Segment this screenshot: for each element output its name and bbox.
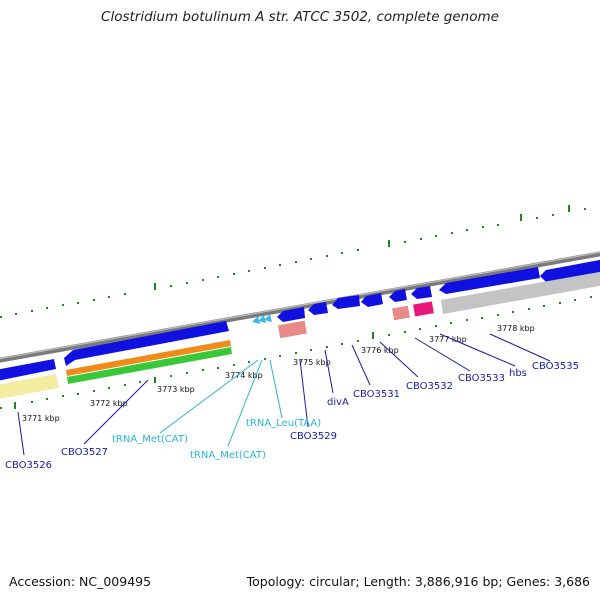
gene-label-CBO3527[interactable]: CBO3527 (61, 447, 108, 458)
gene-CBO3526-arrow[interactable] (0, 359, 56, 381)
gene-CBO3532-arrow[interactable] (361, 293, 383, 307)
gene-label-hbs[interactable]: hbs (509, 368, 527, 379)
scale-label-3776: 3776 kbp (361, 346, 399, 355)
gene-CBO3529-arrow[interactable] (277, 307, 305, 322)
grey-bar (441, 271, 600, 314)
rna-label-tRNA-Met-1[interactable]: tRNA_Met(CAT) (112, 434, 188, 445)
map-title: Clostridium botulinum A str. ATCC 3502, … (101, 9, 499, 25)
genome-backbone-highlight (0, 251, 600, 360)
gene-CBO3531-arrow[interactable] (332, 295, 360, 309)
cds-green-bar (67, 347, 232, 384)
scale-label-3777: 3777 kbp (429, 335, 467, 344)
genome-stats-text: Topology: circular; Length: 3,886,916 bp… (246, 574, 590, 589)
rna-label-connectors (159, 359, 283, 447)
gene-label-connectors (17, 333, 551, 456)
gene-label-CBO3529[interactable]: CBO3529 (290, 431, 337, 442)
pseudo-pink-bar-2 (392, 305, 410, 321)
magenta-bar (413, 301, 434, 317)
gene-label-CBO3533[interactable]: CBO3533 (458, 373, 505, 384)
gene-CBO3533-arrow[interactable] (389, 289, 407, 302)
lower-tick-track (0, 296, 592, 409)
accession-text: Accession: NC_009495 (9, 574, 152, 589)
gene-label-divA[interactable]: divA (327, 397, 349, 408)
gene-CBO3527-arrow[interactable] (64, 321, 229, 366)
scale-label-3773: 3773 kbp (157, 385, 195, 394)
upper-tick-track (0, 205, 586, 318)
scale-label-3778: 3778 kbp (497, 324, 535, 333)
genome-backbone (0, 251, 600, 363)
trna-met-arrow-1[interactable] (252, 316, 260, 324)
gene-label-CBO3531[interactable]: CBO3531 (353, 389, 400, 400)
scale-label-3775: 3775 kbp (293, 358, 331, 367)
scale-label-3771: 3771 kbp (22, 414, 60, 423)
scale-label-3772: 3772 kbp (90, 399, 128, 408)
pseudo-pink-bar-1 (277, 320, 307, 339)
rna-label-tRNA-Leu[interactable]: tRNA_Leu(TAA) (246, 418, 321, 429)
gene-divA-arrow[interactable] (308, 302, 328, 315)
gene-label-CBO3535[interactable]: CBO3535 (532, 361, 579, 372)
trna-leu-arrow[interactable] (264, 314, 272, 322)
trna-met-arrow-2[interactable] (258, 315, 266, 323)
cds-orange-bar (66, 340, 231, 376)
gene-label-CBO3532[interactable]: CBO3532 (406, 381, 453, 392)
gene-label-CBO3526[interactable]: CBO3526 (5, 460, 52, 471)
gene-CBO3535-arrow[interactable] (439, 267, 540, 294)
gene-hbs-arrow[interactable] (411, 286, 432, 299)
gene-next-arrow[interactable] (540, 259, 600, 282)
scale-label-3774: 3774 kbp (225, 371, 263, 380)
rna-label-tRNA-Met-2[interactable]: tRNA_Met(CAT) (190, 450, 266, 461)
cds-yellow-bar (0, 374, 59, 399)
